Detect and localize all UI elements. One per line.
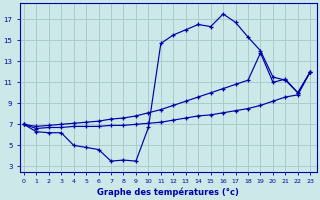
X-axis label: Graphe des températures (°c): Graphe des températures (°c) bbox=[97, 187, 239, 197]
